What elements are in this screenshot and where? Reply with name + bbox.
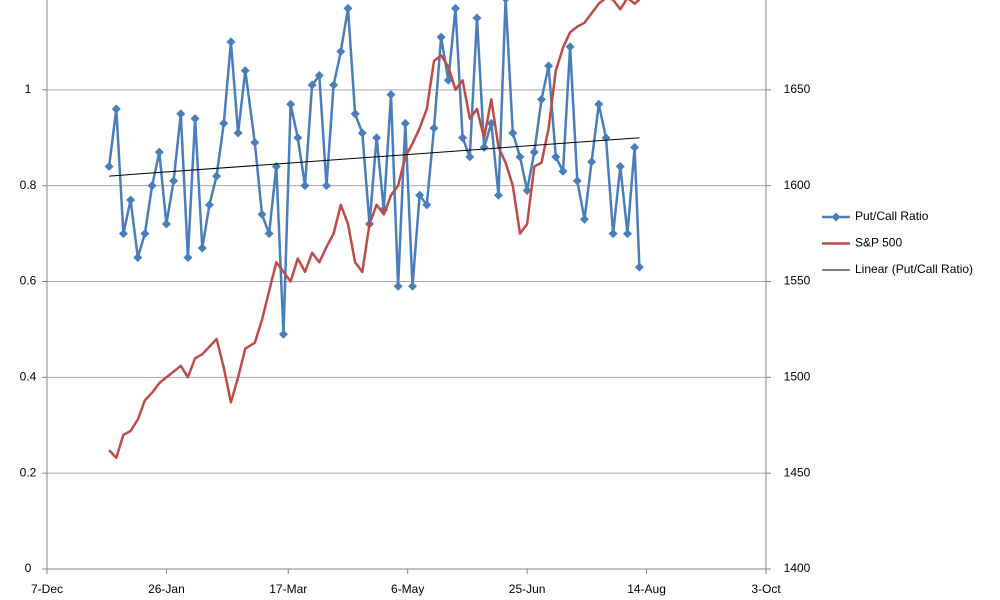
- point-marker: [465, 152, 475, 162]
- y-tick-label: 0.6: [20, 274, 37, 288]
- point-marker: [502, 0, 509, 4]
- point-marker: [407, 281, 417, 291]
- y-tick-label: 0.8: [20, 178, 37, 192]
- point-marker: [422, 200, 432, 210]
- y2-tick-label: 1550: [784, 274, 811, 288]
- point-marker: [233, 128, 243, 138]
- point-marker: [147, 181, 157, 191]
- point-marker: [176, 109, 186, 119]
- x-tick-label: 7-Dec: [31, 582, 63, 596]
- x-tick-label: 6-May: [391, 582, 424, 596]
- point-marker: [300, 181, 310, 191]
- point-marker: [257, 209, 267, 219]
- point-marker: [393, 281, 403, 291]
- y2-tick-label: 1600: [784, 178, 811, 192]
- point-marker: [212, 171, 222, 181]
- point-marker: [314, 70, 324, 80]
- point-marker: [250, 138, 260, 148]
- y2-tick-label: 1650: [784, 82, 811, 96]
- point-marker: [508, 128, 518, 138]
- point-marker: [140, 229, 150, 239]
- point-marker: [133, 253, 143, 263]
- point-marker: [321, 181, 331, 191]
- point-marker: [264, 229, 274, 239]
- point-marker: [450, 3, 460, 13]
- point-marker: [551, 152, 561, 162]
- y-tick-label: 0: [25, 561, 32, 575]
- point-marker: [226, 37, 236, 47]
- point-marker: [329, 80, 339, 90]
- y2-tick-label: 1450: [784, 465, 811, 479]
- point-marker: [630, 142, 640, 152]
- legend-marker: [831, 212, 841, 222]
- point-marker: [126, 195, 136, 205]
- point-marker: [154, 147, 164, 157]
- point-marker: [587, 157, 597, 167]
- point-marker: [111, 104, 121, 114]
- x-tick-label: 17-Mar: [269, 582, 307, 596]
- y-tick-label: 0.2: [20, 465, 37, 479]
- point-marker: [386, 90, 396, 100]
- point-marker: [565, 42, 575, 52]
- point-marker: [594, 99, 604, 109]
- y-tick-label: 1: [25, 82, 32, 96]
- series-line: [108, 0, 641, 460]
- point-marker: [436, 32, 446, 42]
- point-marker: [608, 229, 618, 239]
- point-marker: [307, 80, 317, 90]
- point-marker: [350, 109, 360, 119]
- point-marker: [104, 162, 114, 171]
- point-marker: [190, 114, 200, 124]
- point-marker: [536, 94, 546, 104]
- point-marker: [357, 128, 367, 138]
- point-marker: [529, 147, 539, 157]
- point-marker: [161, 219, 171, 229]
- point-marker: [286, 99, 296, 109]
- point-marker: [415, 190, 425, 200]
- point-marker: [515, 152, 525, 162]
- point-marker: [183, 253, 193, 263]
- point-marker: [204, 200, 214, 210]
- legend-label: Put/Call Ratio: [855, 209, 929, 223]
- point-marker: [219, 118, 229, 128]
- point-marker: [634, 262, 644, 272]
- point-marker: [579, 214, 589, 224]
- y2-tick-label: 1400: [784, 561, 811, 575]
- legend-label: S&P 500: [855, 236, 902, 250]
- point-marker: [493, 190, 503, 200]
- point-marker: [429, 123, 439, 133]
- x-tick-label: 25-Jun: [509, 582, 546, 596]
- y2-tick-label: 1500: [784, 370, 811, 384]
- point-marker: [197, 243, 207, 253]
- point-marker: [522, 185, 532, 195]
- point-marker: [472, 13, 482, 23]
- point-marker: [400, 118, 410, 128]
- series-line: [109, 137, 640, 177]
- legend-label: Linear (Put/Call Ratio): [855, 262, 973, 276]
- x-tick-label: 14-Aug: [627, 582, 666, 596]
- point-marker: [372, 133, 382, 143]
- x-tick-label: 3-Oct: [751, 582, 781, 596]
- point-marker: [343, 3, 353, 13]
- x-tick-label: 26-Jan: [148, 582, 185, 596]
- point-marker: [558, 166, 568, 176]
- point-marker: [336, 47, 346, 56]
- point-marker: [278, 329, 288, 339]
- point-marker: [615, 162, 625, 171]
- point-marker: [544, 61, 554, 71]
- point-marker: [622, 229, 632, 239]
- point-marker: [458, 133, 468, 143]
- point-marker: [293, 133, 303, 143]
- point-marker: [118, 229, 128, 239]
- point-marker: [572, 176, 582, 186]
- y-tick-label: 0.4: [20, 370, 37, 384]
- point-marker: [240, 66, 250, 76]
- point-marker: [169, 176, 179, 186]
